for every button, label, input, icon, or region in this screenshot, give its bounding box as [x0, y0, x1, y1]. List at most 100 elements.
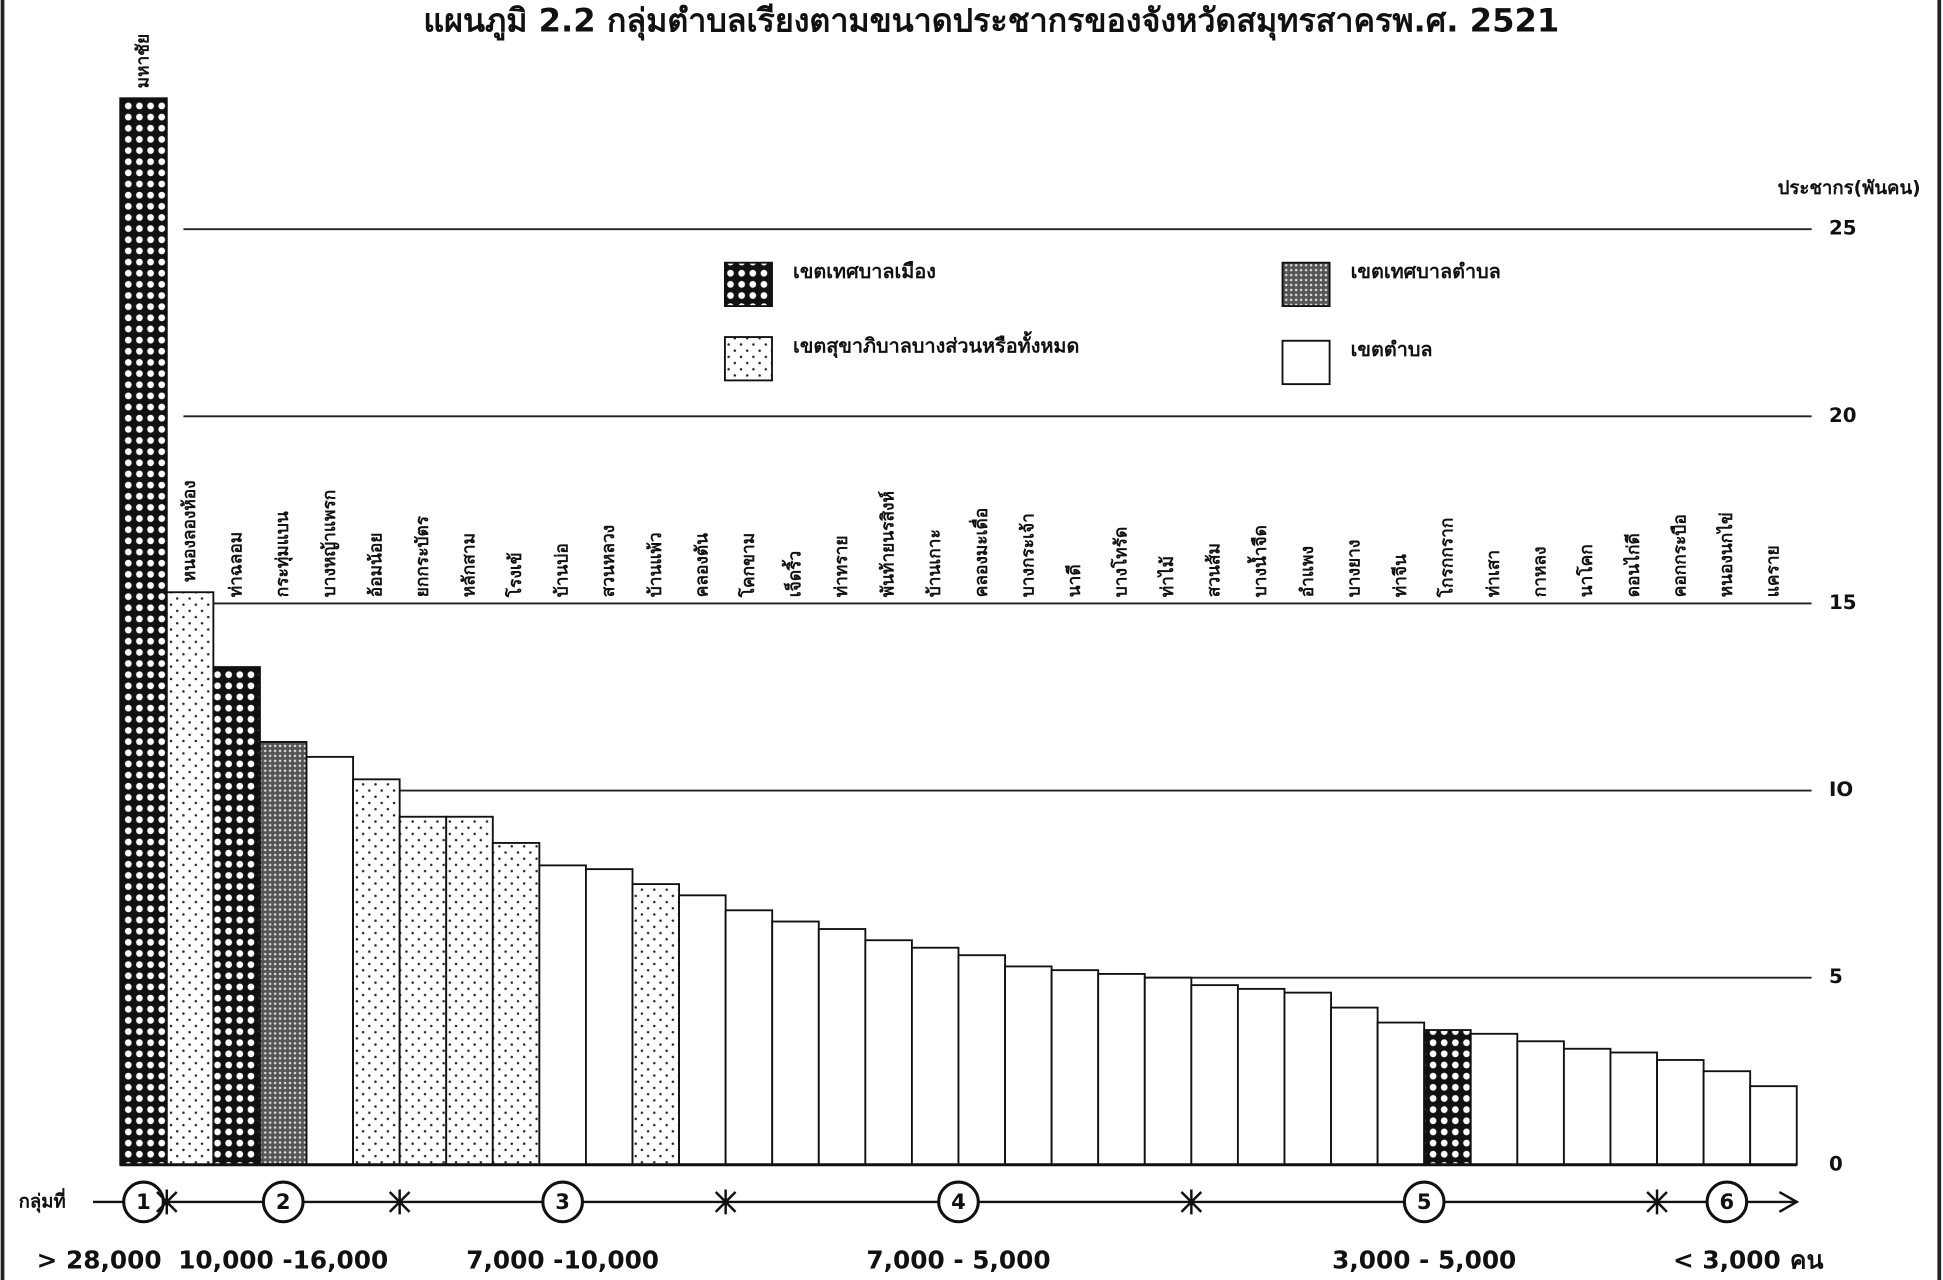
x-tick-label: โรงเข้ [504, 552, 526, 598]
x-tick-label: ท่าไม้ [1156, 556, 1178, 597]
group-divider [714, 1189, 737, 1215]
legend-label: เขตสุขาภิบาลบางส่วนหรือทั้งหมด [793, 330, 1079, 358]
group-circle [261, 1180, 305, 1224]
group-circle [1402, 1180, 1446, 1224]
y-axis-label: ประชากร(พันคน) [1778, 178, 1921, 199]
x-tick-label: บ้านบ่อ [552, 543, 573, 597]
bar [957, 954, 1006, 1166]
bar [398, 815, 448, 1166]
group-circle [937, 1180, 980, 1224]
legend-swatch [1281, 261, 1331, 307]
x-tick-label: คลองตัน [692, 533, 712, 597]
bar [1143, 976, 1193, 1166]
bar [1330, 1006, 1379, 1166]
group-circle [122, 1180, 165, 1224]
group-range: 7,000 -10,000 [466, 1245, 659, 1274]
x-tick-label: โกรกกราก [1435, 518, 1457, 599]
group-range: 3,000 - 5,000 [1332, 1245, 1516, 1274]
legend-swatch [723, 336, 773, 382]
bar [864, 939, 913, 1166]
x-tick-label: ท่าเสา [1484, 550, 1504, 597]
bar [678, 894, 727, 1166]
group-number: 3 [555, 1189, 570, 1214]
bar [1236, 987, 1286, 1166]
x-tick-label: ดอนไก่ดี [1622, 533, 1644, 597]
x-tick-label: กระทุ่มแบน [273, 511, 293, 597]
bar [1609, 1051, 1658, 1166]
x-tick-label: บางกระเจ้า [1017, 513, 1038, 597]
bar [259, 740, 308, 1166]
x-tick-label: นาดี [1064, 564, 1085, 597]
bar [445, 815, 494, 1166]
x-tick-label: สวนส้ม [1204, 543, 1225, 597]
bar [352, 778, 401, 1166]
group-divider [1646, 1189, 1668, 1215]
x-tick-label: มหาชัย [134, 34, 154, 89]
group-range: > 28,000 [37, 1245, 162, 1274]
x-tick-label: อำแพง [1298, 546, 1318, 597]
x-tick-label: โคกขาม [737, 533, 759, 598]
x-tick-label: บางยาง [1344, 540, 1364, 598]
group-number: 4 [951, 1189, 966, 1214]
bar [1050, 969, 1100, 1166]
chart-title: แผนภูมิ 2.2 กลุ่มตำบลเรียงตามขนาดประชากร… [423, 1, 1559, 41]
x-tick-label: บางโทรัด [1109, 527, 1131, 597]
y-tick-label: IO [1829, 778, 1853, 801]
group-number: 5 [1417, 1189, 1432, 1214]
x-tick-label: หลักสาม [460, 533, 480, 597]
y-tick-label: 25 [1829, 217, 1857, 240]
group-range: 7,000 - 5,000 [866, 1245, 1050, 1274]
legend-label: เขตเทศบาลตำบล [1351, 260, 1501, 283]
bar [1190, 984, 1239, 1166]
bar [1376, 1021, 1426, 1166]
legend-label: เขตเทศบาลเมือง [793, 260, 936, 283]
group-number: 1 [136, 1189, 151, 1214]
bar [1423, 1029, 1472, 1166]
bar [1097, 972, 1146, 1166]
group-circle [1705, 1180, 1749, 1224]
legend-label: เขตตำบล [1351, 338, 1433, 361]
x-tick-label: นาโคก [1575, 544, 1597, 597]
y-tick-label: 5 [1829, 965, 1843, 988]
bar [1656, 1059, 1705, 1166]
x-tick-label: ท่าจีน [1390, 554, 1411, 597]
x-tick-label: พันท้ายนรสิงห์ [878, 491, 899, 597]
x-tick-label: หนองนกไข่ [1715, 512, 1737, 597]
bar [724, 909, 774, 1166]
x-tick-label: แคราย [1763, 545, 1783, 597]
bar [212, 666, 261, 1166]
x-tick-label: กาหลง [1531, 547, 1551, 598]
y-tick-label: 0 [1829, 1152, 1843, 1175]
group-divider [156, 1189, 178, 1215]
bar [631, 883, 680, 1166]
bar [1283, 991, 1332, 1166]
x-tick-label: สวนหลวง [599, 525, 619, 597]
group-number: 6 [1720, 1189, 1735, 1214]
bar [585, 868, 634, 1166]
bar [491, 842, 541, 1166]
bar [771, 920, 820, 1166]
x-tick-label: ยกกระบัตร [413, 515, 433, 597]
legend-swatch [1281, 339, 1331, 386]
unit-label: คน [1790, 1245, 1824, 1274]
y-tick-label: 20 [1829, 404, 1857, 427]
bar [1004, 965, 1053, 1166]
group-divider [388, 1189, 411, 1215]
x-tick-label: ท่าทราย [832, 535, 852, 597]
bar [1749, 1085, 1798, 1166]
group-divider [1180, 1189, 1203, 1215]
x-tick-label: บางน้ำจืด [1247, 525, 1271, 597]
group-circle [541, 1180, 585, 1224]
x-tick-label: เจ็ดริ้ว [781, 551, 805, 597]
y-tick-label: 15 [1829, 591, 1857, 614]
bar [165, 591, 215, 1166]
bar [910, 946, 960, 1166]
bar [538, 864, 587, 1166]
x-tick-label: คอกกระบือ [1669, 514, 1690, 597]
x-tick-label: ท่าฉลอม [227, 532, 247, 597]
bar [817, 928, 867, 1166]
x-tick-label: คลองมะเดื่อ [968, 508, 992, 597]
